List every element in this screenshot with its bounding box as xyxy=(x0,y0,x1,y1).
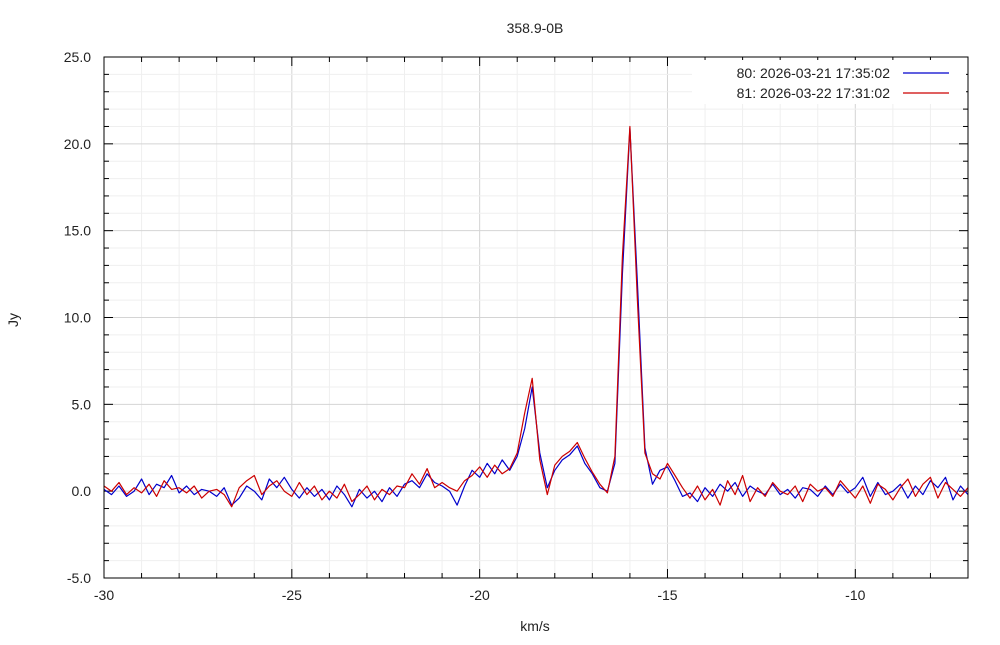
x-tick-label: -20 xyxy=(470,587,490,603)
x-tick-label: -10 xyxy=(845,587,865,603)
y-tick-label: 0.0 xyxy=(72,483,92,499)
y-tick-label: 15.0 xyxy=(64,223,91,239)
y-tick-label: 5.0 xyxy=(72,396,92,412)
y-axis-label: Jy xyxy=(5,313,21,327)
legend-label: 80: 2026-03-21 17:35:02 xyxy=(737,65,891,81)
legend-background xyxy=(692,60,966,104)
legend-label: 81: 2026-03-22 17:31:02 xyxy=(737,85,891,101)
series-lines xyxy=(103,125,969,508)
grid xyxy=(103,56,969,579)
x-tick-label: -30 xyxy=(94,587,114,603)
y-tick-label: 10.0 xyxy=(64,310,91,326)
plot-frame xyxy=(103,56,969,579)
y-tick-label: 25.0 xyxy=(64,49,91,65)
x-tick-label: -15 xyxy=(657,587,677,603)
y-tick-label: 20.0 xyxy=(64,136,91,152)
x-tick-label: -25 xyxy=(282,587,302,603)
x-axis-label: km/s xyxy=(520,618,550,634)
axis-ticks: -30 -25 -20 -15 -10 -5.0 0.0 5.0 10.0 15.0 20.0 25.… xyxy=(64,49,969,603)
series-line-1 xyxy=(103,125,969,508)
legend: 80: 2026-03-21 17:35:02 81: 2026-03-22 17… xyxy=(692,60,966,104)
y-tick-label: -5.0 xyxy=(67,570,91,586)
chart-title: 358.9-0B xyxy=(507,20,564,36)
